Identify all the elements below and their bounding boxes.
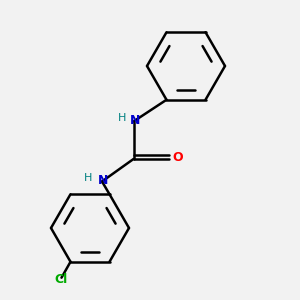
Text: N: N: [130, 113, 140, 127]
Text: Cl: Cl: [55, 273, 68, 286]
Text: O: O: [172, 151, 183, 164]
Text: H: H: [118, 113, 126, 123]
Text: H: H: [83, 173, 92, 183]
Text: N: N: [98, 173, 108, 187]
